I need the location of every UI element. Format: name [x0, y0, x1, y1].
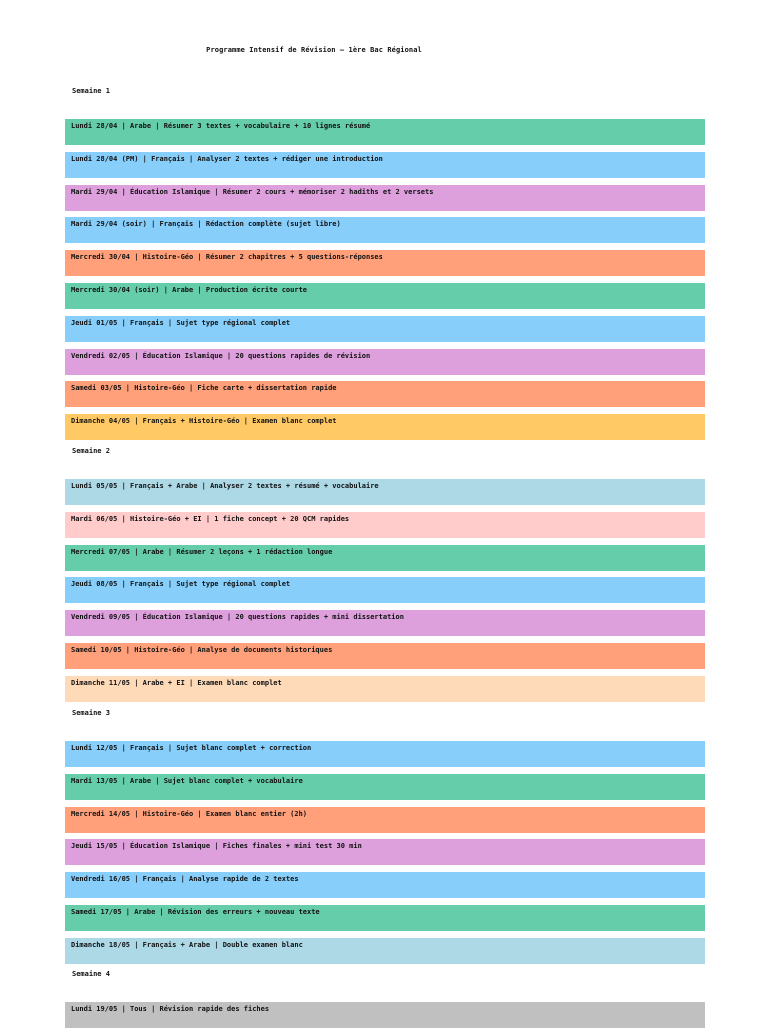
schedule-row: Mercredi 30/04 (soir) | Arabe | Producti…: [65, 283, 705, 309]
schedule-row: Jeudi 08/05 | Français | Sujet type régi…: [65, 577, 705, 604]
schedule-row: Vendredi 16/05 | Français | Analyse rapi…: [65, 872, 705, 899]
schedule-row: Mercredi 30/04 | Histoire-Géo | Résumer …: [65, 250, 705, 277]
week-label: Semaine 1: [72, 87, 110, 95]
schedule-row: Mercredi 07/05 | Arabe | Résumer 2 leçon…: [65, 544, 705, 571]
schedule-row: Mardi 29/04 (soir) | Français | Rédactio…: [65, 217, 705, 244]
schedule-row: Lundi 28/04 | Arabe | Résumer 3 textes +…: [65, 119, 705, 145]
week-label: Semaine 4: [72, 970, 110, 978]
schedule-row: Vendredi 09/05 | Éducation Islamique | 2…: [65, 610, 705, 637]
schedule-row: Mercredi 14/05 | Histoire-Géo | Examen b…: [65, 806, 705, 833]
schedule-row: Dimanche 18/05 | Français + Arabe | Doub…: [65, 937, 705, 964]
schedule-row: Samedi 03/05 | Histoire-Géo | Fiche cart…: [65, 381, 705, 408]
schedule-row: Mardi 29/04 | Éducation Islamique | Résu…: [65, 184, 705, 211]
schedule-row: Lundi 19/05 | Tous | Révision rapide des…: [65, 1002, 705, 1028]
schedule-row: Lundi 12/05 | Français | Sujet blanc com…: [65, 741, 705, 767]
schedule-row: Vendredi 02/05 | Éducation Islamique | 2…: [65, 348, 705, 375]
schedule-row: Mardi 13/05 | Arabe | Sujet blanc comple…: [65, 773, 705, 800]
schedule-row: Dimanche 11/05 | Arabe + EI | Examen bla…: [65, 675, 705, 702]
page-title: Programme Intensif de Révision – 1ère Ba…: [206, 46, 422, 54]
schedule-row: Jeudi 01/05 | Français | Sujet type régi…: [65, 315, 705, 342]
schedule-row: Samedi 10/05 | Histoire-Géo | Analyse de…: [65, 643, 705, 669]
schedule-row: Samedi 17/05 | Arabe | Révision des erre…: [65, 905, 705, 931]
week-label: Semaine 2: [72, 447, 110, 455]
schedule-row: Mardi 06/05 | Histoire-Géo + EI | 1 fich…: [65, 511, 705, 538]
week-label: Semaine 3: [72, 709, 110, 717]
schedule-row: Lundi 28/04 (PM) | Français | Analyser 2…: [65, 151, 705, 178]
schedule-row: Lundi 05/05 | Français + Arabe | Analyse…: [65, 479, 705, 505]
schedule-row: Jeudi 15/05 | Éducation Islamique | Fich…: [65, 839, 705, 866]
schedule-row: Dimanche 04/05 | Français + Histoire-Géo…: [65, 414, 705, 441]
